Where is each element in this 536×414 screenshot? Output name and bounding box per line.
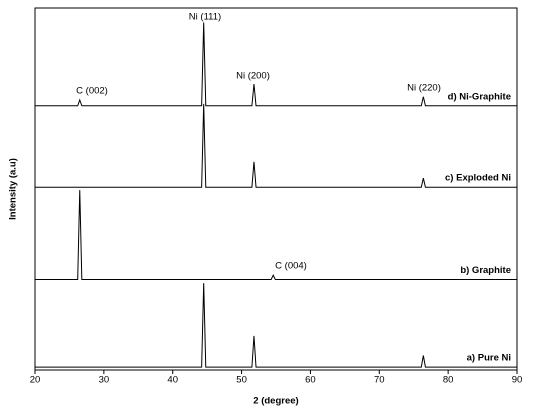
series-label: b) Graphite [460,265,511,276]
series-label: a) Pure Ni [467,353,511,364]
peak-annotation: Ni (111) [189,12,221,23]
series-label: d) Ni-Graphite [448,91,511,102]
peak-annotation: C (002) [76,86,108,97]
x-tick-label: 80 [443,375,454,386]
plot-frame [34,7,518,371]
peak-annotation: Ni (200) [236,71,270,82]
x-tick-label: 20 [30,375,41,386]
peak-annotation: Ni (220) [407,83,441,94]
x-axis-label: 2 (degree) [253,396,298,407]
x-tick-label: 50 [236,375,247,386]
series-label: c) Exploded Ni [445,173,511,184]
peak-annotation: C (004) [275,261,307,272]
x-tick-label: 30 [99,375,110,386]
y-axis-label: Intensity (a.u) [8,158,19,220]
xrd-trace [35,283,517,368]
x-tick-label: 60 [305,375,316,386]
x-tick-label: 70 [374,375,385,386]
xrd-trace [35,190,517,280]
xrd-trace [35,103,517,188]
xrd-trace [35,22,517,107]
x-tick-label: 40 [167,375,178,386]
x-tick-label: 90 [512,375,523,386]
